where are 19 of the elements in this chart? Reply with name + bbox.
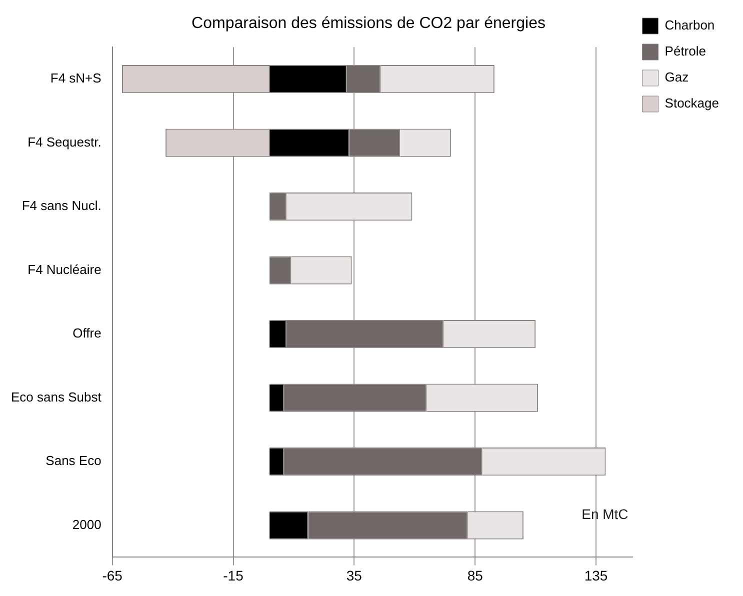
y-tick-label: Sans Eco — [46, 453, 102, 468]
y-tick-label: F4 Nucléaire — [28, 262, 102, 277]
x-tick-label: 85 — [467, 567, 484, 584]
y-tick-label: Offre — [72, 326, 102, 341]
y-tick-label: Eco sans Subst — [11, 389, 102, 404]
legend-label: Charbon — [664, 18, 715, 33]
annotation: En MtC — [582, 506, 628, 522]
y-tick-label: 2000 — [72, 516, 102, 532]
legend-label: Pétrole — [664, 44, 706, 59]
y-tick-label: F4 sans Nucl. — [22, 198, 102, 214]
x-tick-label: 135 — [584, 567, 608, 584]
legend-label: Gaz — [664, 70, 689, 85]
chart-title: Comparaison des émissions de CO2 par énergies — [192, 15, 546, 32]
x-tick-label: -65 — [102, 567, 123, 584]
y-tick-label: F4 Sequestr. — [28, 134, 102, 150]
x-tick-label: -15 — [223, 567, 244, 584]
legend-label: Stockage — [664, 96, 719, 111]
x-tick-label: 35 — [346, 567, 362, 584]
y-tick-label: F4 sN+S — [50, 70, 102, 86]
